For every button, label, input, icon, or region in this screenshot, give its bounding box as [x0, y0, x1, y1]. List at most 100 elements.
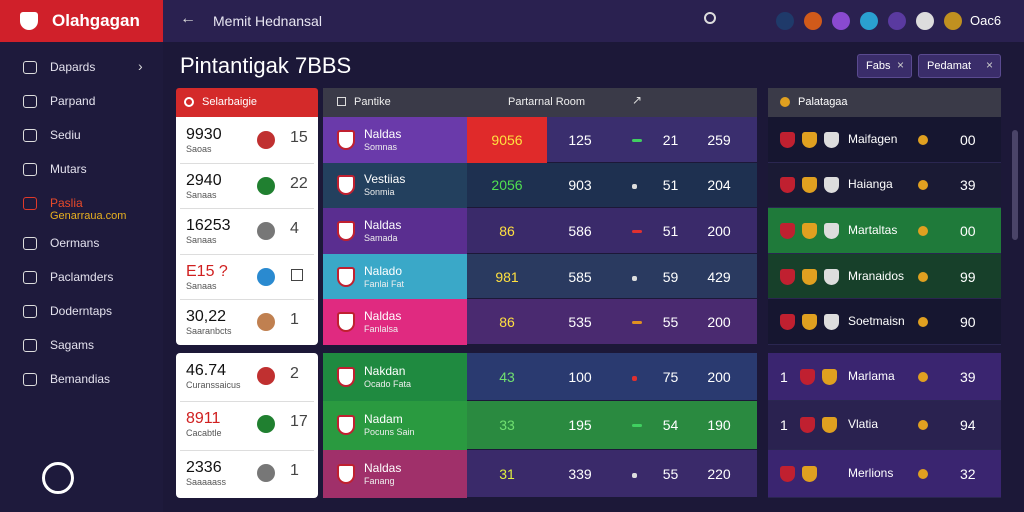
cell: 195: [568, 417, 592, 434]
user-name[interactable]: Oac6: [970, 13, 1002, 28]
stat-caption: Saoas: [186, 144, 212, 154]
stat-caption: Saaranbcts: [186, 326, 232, 337]
nav-item[interactable]: Sediu: [50, 128, 81, 142]
list-name: Marlama: [848, 369, 895, 384]
nav-item[interactable]: Doderntaps: [50, 304, 113, 318]
filter-button[interactable]: Fabs ×: [857, 54, 912, 78]
team-crest: [800, 369, 815, 386]
status-mark: [632, 321, 642, 325]
stat-value: 9930: [186, 126, 222, 143]
cell: 200: [707, 223, 731, 239]
team-sub: Pocuns Sain: [364, 427, 415, 438]
team-crest: [802, 177, 817, 194]
score: 43: [499, 369, 515, 386]
page-title: Pintantigak 7BBS: [180, 53, 352, 78]
cell: 429: [707, 268, 731, 285]
score: 86: [499, 223, 515, 239]
stat-caption: Sanaas: [186, 235, 217, 246]
score: 31: [499, 465, 515, 482]
nav-item[interactable]: Sagams: [50, 338, 95, 352]
cell: 200: [707, 369, 731, 386]
left-header: [176, 88, 318, 117]
nav-icon: [23, 163, 37, 176]
cell: 55: [662, 314, 679, 331]
sidebar: [0, 0, 163, 512]
nav-icon: [23, 339, 37, 352]
nav-sub: Genarraua.com: [50, 210, 127, 222]
status-mark: [632, 138, 642, 142]
cell: 54: [662, 417, 679, 434]
status-mark: [632, 184, 637, 190]
stat-badge: [257, 222, 275, 241]
row-divider: [180, 253, 314, 255]
table-icon: [337, 97, 346, 106]
list-value: 00: [960, 131, 976, 148]
avatar[interactable]: [888, 12, 906, 30]
stat-value: E15 ?: [186, 262, 228, 280]
team-crest: [822, 369, 837, 386]
chevron: ›: [138, 58, 143, 74]
avatar[interactable]: [804, 12, 822, 30]
avatar[interactable]: [916, 12, 934, 30]
nav-icon: [23, 129, 37, 142]
list-value: 39: [960, 369, 976, 386]
team-crest: [824, 268, 839, 285]
scrollbar: [1012, 130, 1018, 240]
avatar[interactable]: [944, 12, 962, 30]
nav-item[interactable]: Oermans: [50, 236, 100, 250]
filter-button[interactable]: Pedamat ×: [918, 54, 1001, 78]
team-name: Nadam: [364, 412, 403, 427]
cell: 259: [707, 131, 731, 148]
team-name: Naldas: [364, 460, 402, 475]
cell: 59: [662, 268, 679, 285]
team-crest: [337, 221, 355, 241]
team-crest: [802, 131, 817, 148]
team-crest: [337, 129, 355, 150]
nav-icon: [23, 305, 37, 318]
nav-item[interactable]: Mutars: [50, 162, 87, 176]
list-value: 00: [960, 223, 976, 239]
stat-badge: [257, 176, 275, 195]
team-crest: [780, 314, 795, 331]
nav-item[interactable]: Parpand: [50, 94, 96, 108]
team-crest: [800, 417, 815, 434]
rank-icon: [291, 268, 303, 281]
team-sub: Ocado Fata: [364, 379, 412, 390]
stat-rank: 4: [290, 220, 299, 238]
team-name: Naldas: [364, 126, 402, 141]
nav-item[interactable]: Paslia: [50, 196, 83, 210]
right-title: Palatagaa: [798, 96, 848, 108]
right-header: [768, 88, 1001, 117]
list-value: 39: [960, 177, 976, 194]
team-sub: Fanang: [364, 475, 395, 486]
team-crest: [824, 223, 839, 239]
list-dot: [918, 372, 928, 383]
team-sub: Samada: [364, 233, 398, 243]
avatar[interactable]: [776, 12, 794, 30]
cell: 903: [568, 177, 592, 194]
team-sub: Fanlalsa: [364, 324, 399, 335]
team-crest: [802, 465, 817, 482]
logo-icon: [20, 12, 38, 30]
list-dot: [918, 468, 928, 479]
back-icon: ←: [180, 10, 196, 27]
filter-label: Fabs: [866, 60, 891, 72]
avatar[interactable]: [860, 12, 878, 30]
right-header-icon: [780, 97, 790, 107]
logo-text: Olahgagan: [52, 11, 140, 30]
stat-rank: 15: [290, 129, 308, 146]
status-mark: [632, 376, 637, 382]
avatar[interactable]: [832, 12, 850, 30]
column-header: Pantike: [354, 96, 391, 108]
row-divider: [180, 299, 314, 301]
team-crest: [337, 415, 355, 436]
team-crest: [780, 223, 795, 239]
nav-item[interactable]: Dapards: [50, 60, 96, 74]
nav-item[interactable]: Bemandias: [50, 372, 111, 386]
stat-value: 46.74: [186, 362, 227, 379]
nav-item[interactable]: Paclamders: [50, 270, 114, 284]
search-icon[interactable]: [704, 12, 716, 24]
table-header: [323, 88, 757, 117]
nav-icon: [23, 237, 37, 250]
list-dot: [918, 180, 928, 191]
